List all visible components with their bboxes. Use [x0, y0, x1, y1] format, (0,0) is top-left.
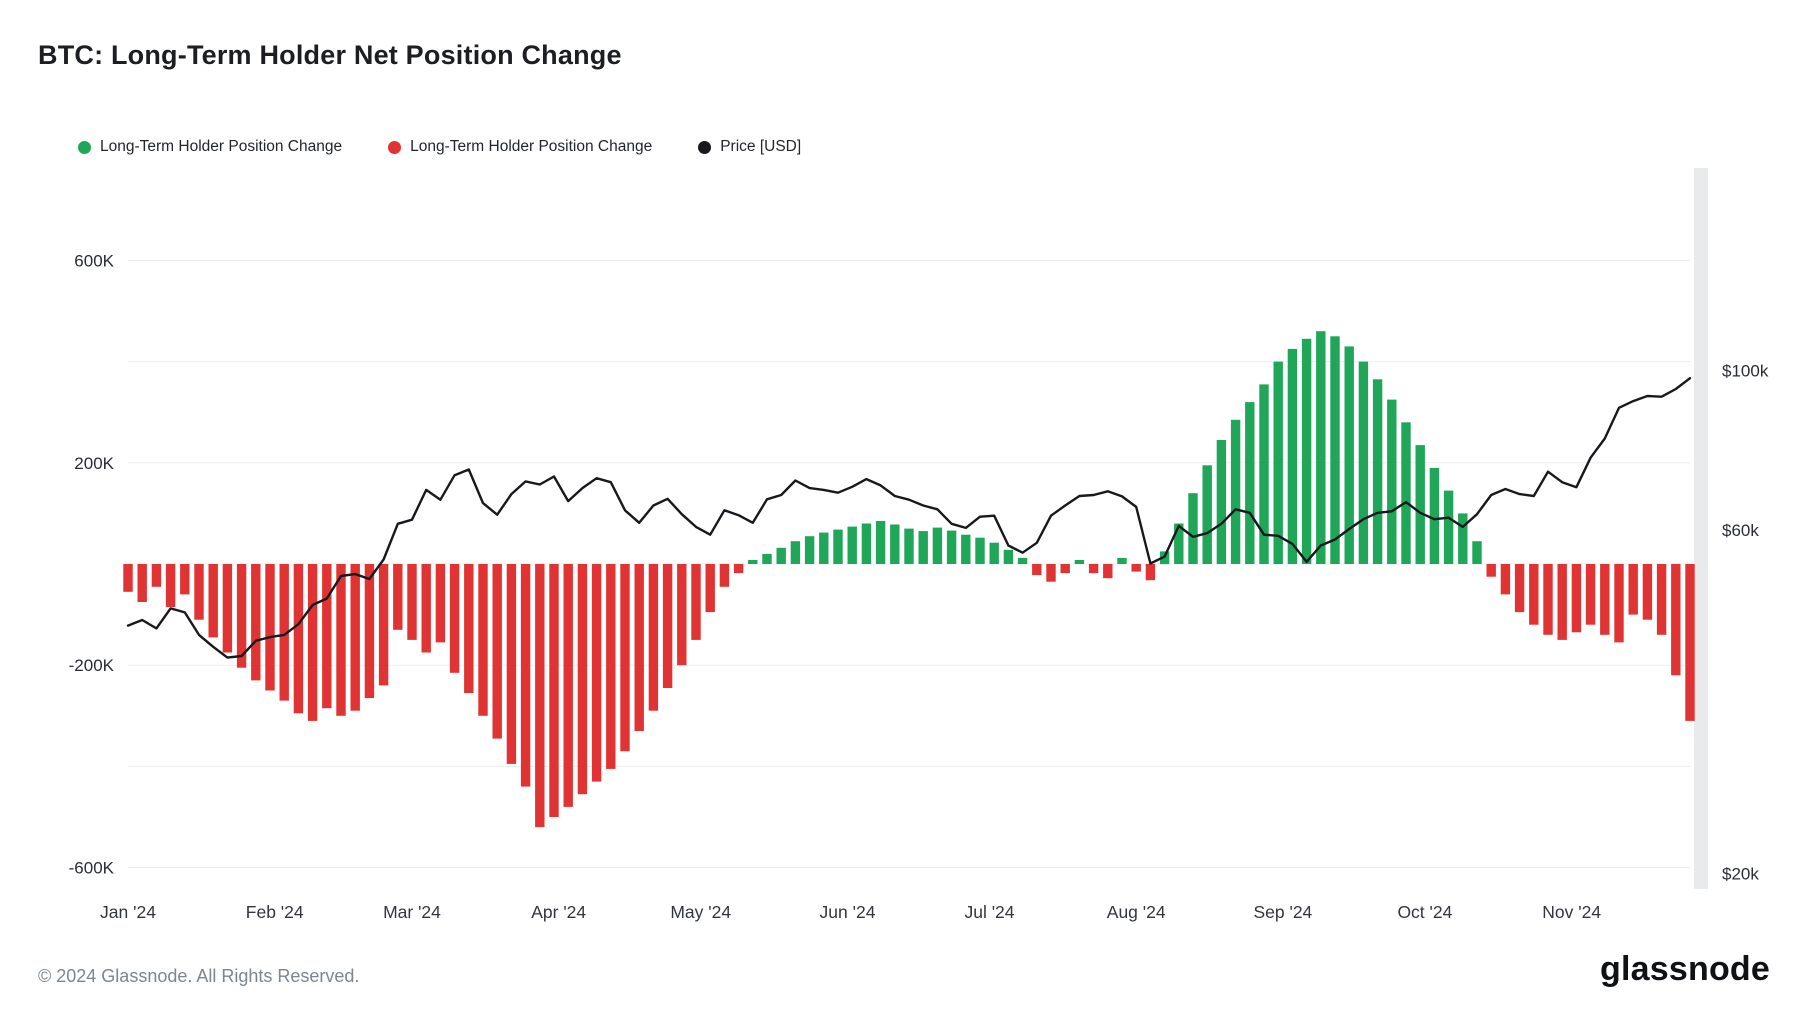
legend-item-label: Long-Term Holder Position Change	[100, 138, 343, 155]
svg-text:Nov '24: Nov '24	[1542, 902, 1601, 922]
x-axis-labels: Jan '24 Feb '24 Mar '24 Apr '24 May '24 Jun '…	[100, 902, 1601, 922]
svg-text:-200K: -200K	[69, 656, 115, 675]
svg-text:$100k: $100k	[1722, 361, 1769, 380]
legend-swatch-icon	[388, 140, 402, 154]
legend-swatch-icon	[78, 140, 91, 154]
legend: Long-Term Holder Position Change Long-Ter…	[78, 138, 801, 156]
svg-text:Jun '24: Jun '24	[820, 902, 876, 922]
svg-text:$60k: $60k	[1722, 521, 1759, 540]
svg-text:Oct '24: Oct '24	[1397, 902, 1452, 922]
legend-item[interactable]: Price [USD]	[698, 138, 801, 156]
svg-text:Aug '24: Aug '24	[1107, 902, 1166, 922]
footer-copyright: © 2024 Glassnode. All Rights Reserved.	[38, 966, 360, 986]
chart-area: 600K 200K -200K -600K $100k $60k $20k Jan '24 Fe…	[35, 160, 1785, 955]
glassnode-logo: glassnode	[1600, 950, 1770, 988]
svg-text:Sep '24: Sep '24	[1253, 902, 1312, 922]
svg-text:Jul '24: Jul '24	[964, 902, 1014, 922]
legend-item[interactable]: Long-Term Holder Position Change	[78, 138, 342, 156]
right-axis-labels: $100k $60k $20k	[1722, 361, 1769, 883]
legend-item[interactable]: Long-Term Holder Position Change	[388, 138, 652, 156]
svg-text:-600K: -600K	[69, 859, 115, 878]
svg-text:600K: 600K	[74, 251, 114, 270]
svg-text:Mar '24: Mar '24	[383, 902, 441, 922]
axis-strip	[1694, 168, 1708, 889]
svg-text:$20k: $20k	[1722, 865, 1759, 884]
chart-canvas[interactable]: 600K 200K -200K -600K $100k $60k $20k Jan '24 Fe…	[35, 160, 1785, 950]
svg-text:Apr '24: Apr '24	[531, 902, 586, 922]
legend-item-label: Long-Term Holder Position Change	[410, 138, 653, 155]
chart-title: BTC: Long-Term Holder Net Position Chang…	[38, 40, 622, 70]
legend-item-label: Price [USD]	[720, 138, 802, 155]
price-line	[126, 376, 1692, 659]
svg-text:Jan '24: Jan '24	[100, 902, 156, 922]
svg-text:200K: 200K	[74, 454, 114, 473]
left-axis-labels: 600K 200K -200K -600K	[69, 251, 115, 877]
legend-swatch-icon	[698, 140, 712, 154]
svg-text:Feb '24: Feb '24	[246, 902, 304, 922]
svg-text:May '24: May '24	[670, 902, 731, 922]
bars-layer	[123, 331, 1695, 828]
